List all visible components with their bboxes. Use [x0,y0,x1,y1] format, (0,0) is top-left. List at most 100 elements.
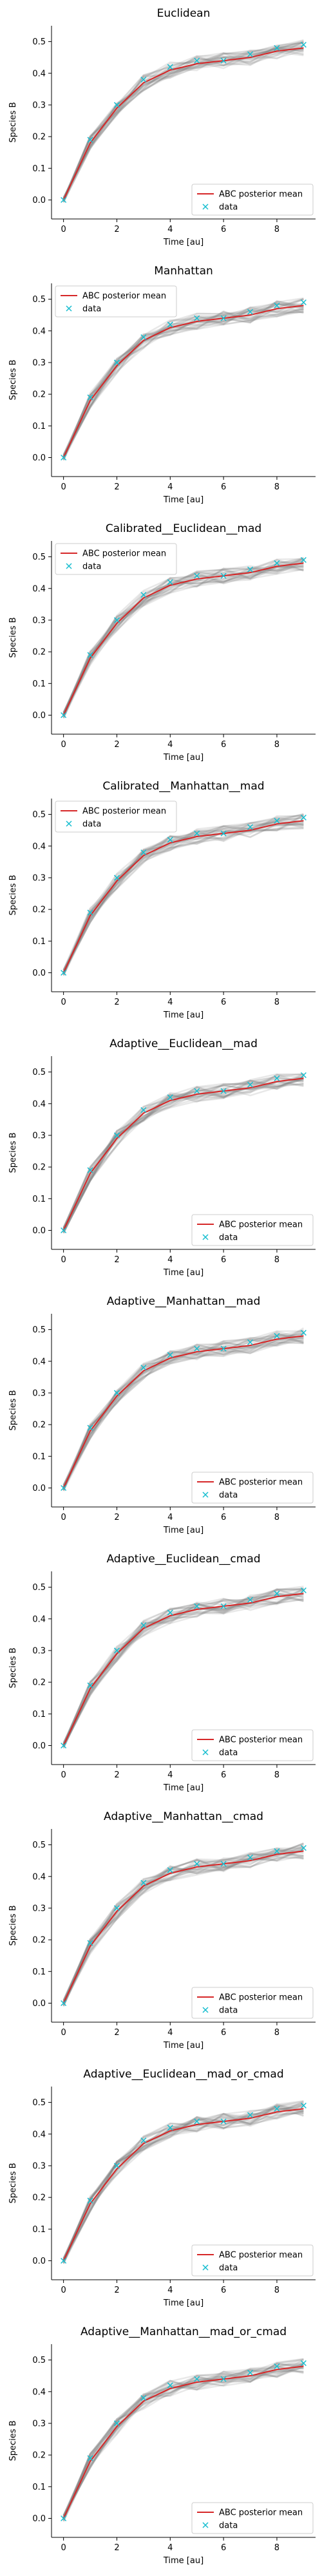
y-tick-label: 0.5 [32,553,46,562]
legend-marker-swatch [66,820,72,827]
posterior-sample-line [62,813,304,971]
posterior-sample-line [62,1845,304,2001]
posterior-sample-line [62,557,304,714]
data-point [113,102,120,108]
posterior-sample-line [62,48,304,201]
posterior-sample-line [62,2363,304,2517]
posterior-sample-line [62,819,304,976]
data-point [113,2163,120,2169]
posterior-sample-line [62,558,304,717]
data-point [87,1425,93,1431]
x-tick-label: 4 [167,2028,173,2038]
x-tick-label: 4 [167,740,173,750]
legend-label-data: data [82,562,101,572]
posterior-mean-line [62,562,304,715]
x-tick-label: 4 [167,225,173,234]
posterior-sample-line [62,1076,304,1228]
posterior-sample-line [62,48,304,201]
y-axis-label: Species B [8,1132,18,1173]
posterior-sample-line [62,2358,304,2520]
posterior-sample-line [62,1331,304,1491]
data-point [113,1647,120,1654]
x-tick-label: 2 [114,2543,119,2553]
posterior-sample-line [62,1332,304,1491]
y-tick-label: 0.1 [32,1195,46,1204]
y-tick-label: 0.1 [32,679,46,689]
posterior-sample-line [62,302,304,458]
posterior-sample-line [62,2101,304,2264]
data-point [87,2455,93,2461]
x-axis-label: Time [au] [163,1526,204,1535]
posterior-sample-line [62,2111,304,2262]
x-tick-label: 0 [61,2543,66,2553]
posterior-sample-line [62,307,304,457]
x-tick-label: 8 [274,225,279,234]
data-point [300,2360,307,2367]
y-tick-label: 0.5 [32,1841,46,1850]
data-point [247,824,254,830]
posterior-mean-line [62,2365,304,2519]
data-point [140,849,147,856]
legend-label-data: data [219,2521,238,2531]
posterior-sample-line [62,1329,304,1488]
y-tick-label: 0.1 [32,422,46,431]
posterior-sample-line [62,39,304,198]
posterior-sample-line [62,1849,304,2002]
y-tick-label: 0.3 [32,2419,46,2429]
posterior-samples [62,39,304,204]
x-tick-label: 0 [61,998,66,1007]
posterior-sample-line [62,303,304,457]
posterior-mean-line [62,1593,304,1746]
data-point [220,1861,227,1867]
x-tick-label: 2 [114,1513,119,1522]
y-tick-label: 0.0 [32,1226,46,1236]
posterior-sample-line [62,1337,304,1487]
data-point [140,1880,147,1886]
posterior-sample-line [62,565,304,714]
x-tick-label: 4 [167,1513,173,1522]
panel-7: Adaptive__Euclidean__cmad 0 2 4 6 8 0.0 0.1 0.2 0… [8,1553,316,1793]
y-tick-label: 0.0 [32,2257,46,2266]
data-point [300,1844,307,1852]
posterior-mean-line [62,1077,304,1231]
posterior-sample-line [62,48,304,200]
posterior-sample-line [62,826,304,975]
legend-frame [191,1987,314,2019]
posterior-samples [62,1327,305,1492]
posterior-sample-line [62,1335,304,1486]
legend-frame [191,1729,314,1761]
data-point [274,1848,280,1854]
posterior-sample-line [62,1338,304,1486]
x-tick-label: 2 [114,1770,119,1780]
posterior-sample-line [62,824,304,971]
posterior-sample-line [62,1846,304,2002]
posterior-sample-line [62,2104,304,2262]
x-tick-label: 8 [274,740,279,750]
posterior-sample-line [62,1077,304,1228]
x-tick-label: 6 [221,998,226,1007]
y-tick-label: 0.2 [32,1678,46,1688]
x-axis-label: Time [au] [163,1010,204,1020]
y-tick-label: 0.3 [32,1388,46,1398]
posterior-sample-line [62,1335,304,1488]
posterior-sample-line [62,298,304,460]
posterior-sample-line [62,562,304,717]
posterior-sample-line [62,47,304,200]
legend: ABC posterior mean data [191,184,314,216]
posterior-sample-line [62,1074,304,1233]
panel-title: Calibrated__Manhattan__mad [102,780,264,793]
posterior-sample-line [62,2363,304,2522]
x-tick-label: 6 [221,1770,226,1780]
legend-label-data: data [219,1748,238,1758]
legend-frame [55,285,177,317]
legend: ABC posterior mean data [55,543,177,575]
posterior-sample-line [62,1327,305,1487]
legend-marker-swatch [202,204,209,210]
posterior-samples [62,297,304,461]
panel-title: Euclidean [157,7,211,20]
posterior-sample-line [62,2363,304,2518]
panel-title: Adaptive__Manhattan__cmad [104,1810,263,1823]
panel-3: Calibrated__Euclidean__mad 0 2 4 6 8 0.0 0.1 0.2… [8,522,316,762]
data-point [247,566,254,573]
y-tick-label: 0.4 [32,69,46,79]
